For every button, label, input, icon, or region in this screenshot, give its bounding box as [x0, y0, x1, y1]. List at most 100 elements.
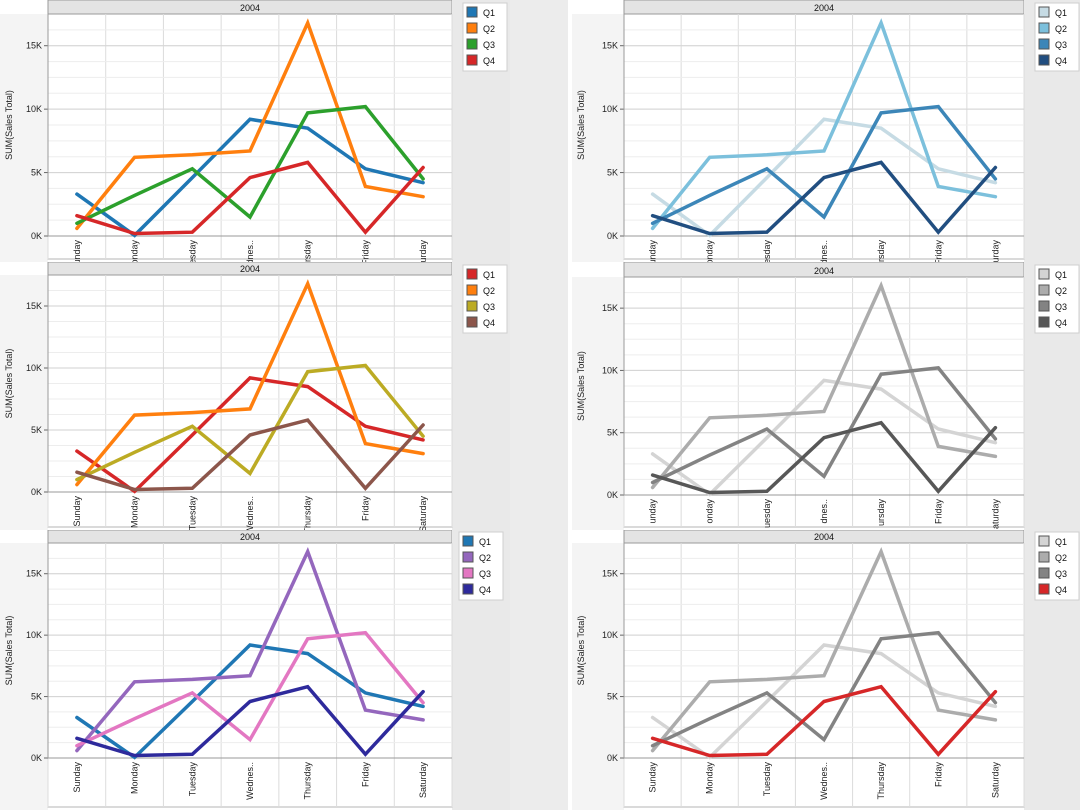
legend-swatch — [466, 284, 478, 296]
y-tick-label: 10K — [602, 630, 618, 640]
x-tick-label: Monday — [705, 762, 715, 795]
x-tick-label: Saturday — [418, 240, 428, 262]
x-tick-label: ursday — [876, 499, 886, 527]
legend-label: Q3 — [479, 569, 491, 579]
header-label: 2004 — [240, 532, 260, 542]
legend-label: Q2 — [1055, 553, 1067, 563]
series-line-q3 — [75, 630, 425, 748]
series-line-q1 — [75, 117, 425, 238]
legend-label: Q2 — [479, 553, 491, 563]
x-tick-label: ursday — [876, 240, 886, 262]
legend-swatch — [466, 300, 478, 312]
legend-swatch — [1038, 316, 1050, 328]
chart-bottom-right: 2004 0K 5K 10K 15K SUM(Sales Total) Sunday Mond… — [572, 530, 1080, 810]
legend-label: Q4 — [1055, 585, 1067, 595]
header-label: 2004 — [240, 264, 260, 274]
panel-separator — [510, 0, 568, 810]
legend-swatch — [466, 38, 478, 50]
legend-label: Q1 — [479, 537, 491, 547]
y-tick-label: 5K — [607, 428, 618, 438]
legend-swatch — [466, 6, 478, 18]
legend-label: Q4 — [483, 56, 495, 66]
legend-label: Q3 — [1055, 569, 1067, 579]
legend-label: Q2 — [1055, 286, 1067, 296]
y-axis-title: SUM(Sales Total) — [4, 349, 14, 419]
x-tick-label: Monday — [130, 240, 140, 262]
series-line-q2 — [650, 281, 998, 490]
y-tick-label: 0K — [607, 490, 618, 500]
x-tick-label: Saturday — [418, 496, 428, 530]
legend-label: Q3 — [483, 302, 495, 312]
x-tick-label: Wednes.. — [245, 496, 255, 530]
y-axis-title: SUM(Sales Total) — [4, 90, 14, 160]
legend-swatch — [462, 583, 474, 595]
y-tick-label: 0K — [607, 231, 618, 241]
series-line-q2 — [75, 547, 425, 753]
y-tick-label: 15K — [26, 569, 42, 579]
x-tick-label: Thursday — [303, 240, 313, 262]
legend-swatch — [1038, 22, 1050, 34]
x-tick-label: Wednes.. — [819, 762, 829, 800]
y-tick-label: 15K — [26, 301, 42, 311]
x-tick-label: unday — [72, 240, 82, 262]
x-tick-label: Wednes.. — [245, 762, 255, 800]
y-tick-label: 5K — [607, 692, 618, 702]
y-axis-area — [572, 277, 624, 530]
y-axis-area — [0, 543, 48, 810]
series-line-q3 — [75, 104, 425, 226]
legend-label: Q2 — [483, 24, 495, 34]
y-axis-area — [0, 14, 48, 262]
y-tick-label: 10K — [602, 365, 618, 375]
series-line-q4 — [75, 160, 425, 236]
y-tick-label: 10K — [26, 104, 42, 114]
legend-label: Q1 — [1055, 8, 1067, 18]
x-tick-label: dnes.. — [819, 499, 829, 524]
y-tick-label: 15K — [602, 303, 618, 313]
series-line-q1 — [650, 378, 998, 497]
legend-box — [1034, 531, 1080, 601]
x-tick-label: Thursday — [303, 762, 313, 800]
legend-label: Q2 — [483, 286, 495, 296]
series-line-q1 — [650, 643, 998, 760]
series-line-q2 — [650, 18, 998, 231]
legend-swatch — [1038, 54, 1050, 66]
chart-bottom-left: 2004 0K 5K 10K 15K SUM(Sales Total) Sunday Mond… — [0, 530, 510, 810]
legend-swatch — [462, 535, 474, 547]
x-axis-area — [47, 491, 453, 528]
x-tick-label: unday — [648, 240, 658, 262]
x-tick-label: Sunday — [648, 762, 658, 793]
legend-label: Q3 — [1055, 40, 1067, 50]
chart-middle-left: 2004 0K 5K 10K 15K SUM(Sales Total) Sunday Mond… — [0, 262, 510, 530]
legend-label: Q4 — [1055, 318, 1067, 328]
y-tick-label: 0K — [31, 231, 42, 241]
panel-background — [572, 262, 1080, 530]
header-label: 2004 — [814, 532, 834, 542]
y-tick-label: 5K — [31, 425, 42, 435]
series-line-q4 — [650, 160, 998, 236]
legend-label: Q1 — [483, 8, 495, 18]
x-tick-label: unday — [648, 499, 658, 524]
series-line-q4 — [650, 420, 998, 495]
x-tick-label: uesday — [762, 240, 772, 262]
x-tick-label: Friday — [360, 496, 370, 522]
y-axis-area — [572, 543, 624, 810]
legend-swatch — [1038, 38, 1050, 50]
x-tick-label: Tuesday — [762, 762, 772, 797]
legend-label: Q1 — [1055, 537, 1067, 547]
legend-swatch — [466, 22, 478, 34]
legend-swatch — [1038, 300, 1050, 312]
legend-label: Q4 — [1055, 56, 1067, 66]
y-tick-label: 15K — [26, 41, 42, 51]
y-axis-area — [572, 14, 624, 262]
y-tick-label: 15K — [602, 41, 618, 51]
x-tick-label: Wednes.. — [245, 240, 255, 262]
x-tick-label: dnes.. — [819, 240, 829, 262]
y-axis-title: SUM(Sales Total) — [4, 616, 14, 686]
series-line-q3 — [650, 630, 998, 748]
x-tick-label: Saturday — [990, 762, 1000, 799]
series-line-q3 — [75, 363, 425, 482]
legend-swatch — [1038, 567, 1050, 579]
y-tick-label: 5K — [31, 692, 42, 702]
y-tick-label: 0K — [31, 487, 42, 497]
legend-swatch — [1038, 551, 1050, 563]
